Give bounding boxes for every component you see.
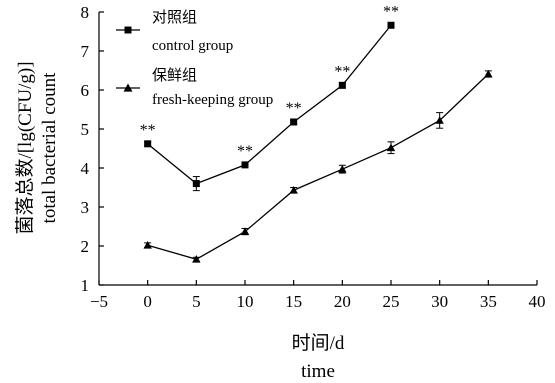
significance-label: **	[140, 122, 156, 139]
x-tick-label: 30	[431, 292, 448, 311]
x-ticks: −5 0 5 10 15 20 25 30 35 40	[90, 280, 546, 311]
data-point-triangle	[192, 255, 201, 263]
data-point-triangle	[484, 69, 493, 78]
data-point-triangle	[386, 143, 396, 152]
y-tick-label: 3	[81, 198, 90, 217]
significance-label: **	[237, 143, 253, 160]
axes: 1 2 3 4 5 6 7 8 −5 0 5 10 15 20 25 30 35 40	[81, 3, 546, 311]
x-tick-label: 0	[143, 292, 152, 311]
series-line	[147, 73, 489, 260]
series-line	[147, 24, 392, 185]
x-tick-label: 20	[334, 292, 351, 311]
legend-marker-triangle	[123, 83, 133, 92]
x-tick-label: 5	[192, 292, 201, 311]
y-tick-label: 7	[81, 42, 90, 61]
y-tick-label: 4	[81, 159, 90, 178]
y-axis-title-cn: 菌落总数/[lg(CFU/g)]	[14, 61, 36, 234]
x-tick-label: 10	[237, 292, 254, 311]
y-tick-label: 6	[81, 81, 90, 100]
series-control: ** ** ** ** **	[140, 3, 399, 192]
data-point-triangle	[289, 186, 298, 194]
x-axis-title-cn: 时间/d	[292, 332, 345, 354]
series-layer: ** ** ** ** **	[140, 3, 493, 263]
data-point-square	[338, 81, 346, 89]
data-point-square	[241, 161, 249, 169]
data-point-triangle	[435, 116, 444, 124]
y-tick-label: 5	[81, 120, 90, 139]
x-tick-label: 40	[529, 292, 546, 311]
legend: 对照组 control group 保鲜组 fresh-keeping grou…	[116, 9, 273, 108]
y-tick-label: 1	[81, 276, 90, 295]
y-ticks: 1 2 3 4 5 6 7 8	[81, 3, 104, 295]
series-fresh-keeping	[143, 69, 493, 263]
legend-marker-square	[124, 26, 132, 34]
significance-label: **	[286, 100, 302, 117]
x-axis-title-en: time	[301, 361, 335, 382]
x-tick-label: 35	[480, 292, 497, 311]
y-tick-label: 2	[81, 237, 90, 256]
data-point-square	[387, 21, 395, 29]
data-point-square	[144, 140, 152, 148]
x-tick-label: 15	[285, 292, 302, 311]
data-point-square	[290, 118, 298, 126]
data-point-triangle	[240, 227, 250, 235]
significance-label: **	[383, 3, 399, 20]
y-tick-label: 8	[81, 3, 90, 22]
x-tick-label: −5	[90, 292, 108, 311]
data-point-triangle	[338, 164, 347, 173]
data-point-square	[192, 180, 200, 188]
legend-label-fresh-keeping-cn: 保鲜组	[152, 67, 197, 84]
legend-label-control-cn: 对照组	[152, 9, 197, 26]
data-point-triangle	[143, 241, 152, 249]
y-axis-title-en: total bacterial count	[39, 72, 60, 224]
significance-label: **	[334, 63, 350, 80]
legend-label-control-en: control group	[152, 38, 233, 54]
x-tick-label: 25	[383, 292, 400, 311]
legend-label-fresh-keeping-en: fresh-keeping group	[152, 92, 273, 108]
